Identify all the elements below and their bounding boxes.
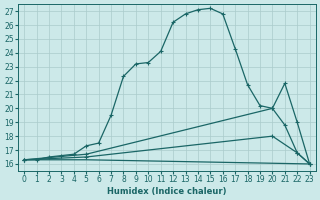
X-axis label: Humidex (Indice chaleur): Humidex (Indice chaleur) xyxy=(107,187,227,196)
